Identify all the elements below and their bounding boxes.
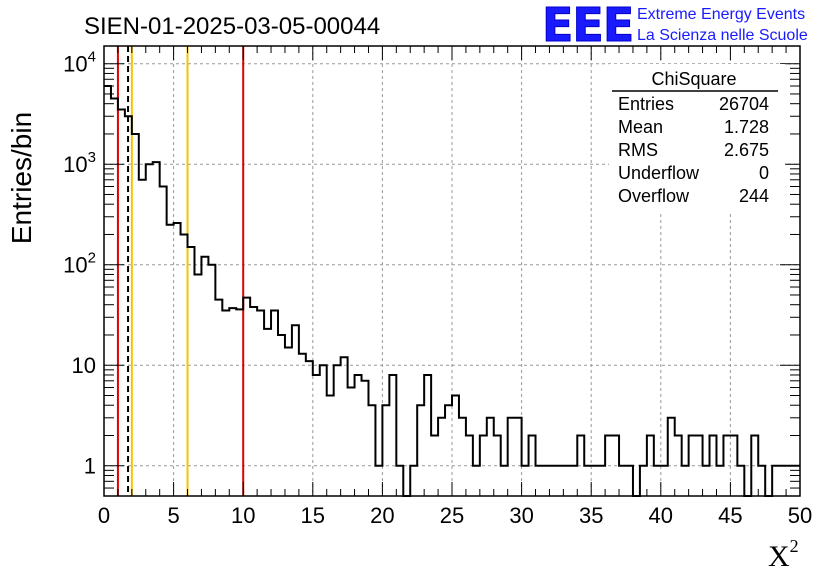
- x-axis-title-base: X: [768, 540, 790, 572]
- stats-row-label: Overflow: [618, 186, 690, 206]
- y-axis-ticks: 1 10 102 103 104: [63, 49, 800, 497]
- y-axis-title: Entries/bin: [6, 112, 37, 244]
- x-tick-label: 45: [718, 503, 742, 528]
- y-tick-label: 1: [84, 454, 96, 479]
- x-axis-title-exponent: 2: [790, 536, 799, 556]
- y-tick-label: 104: [63, 49, 96, 77]
- eee-logo: EEE Extreme Energy Events La Scienza nel…: [542, 0, 808, 53]
- x-tick-label: 30: [509, 503, 533, 528]
- x-tick-label: 5: [167, 503, 179, 528]
- histogram-outline: [104, 84, 800, 497]
- stats-row-label: RMS: [618, 140, 658, 160]
- stats-row-label: Entries: [618, 94, 674, 114]
- x-tick-label: 25: [440, 503, 464, 528]
- stats-row-value: 2.675: [724, 140, 769, 160]
- stats-title: ChiSquare: [651, 69, 736, 89]
- stats-row-value: 1.728: [724, 117, 769, 137]
- chart-title: SIEN-01-2025-03-05-00044: [84, 13, 380, 40]
- stats-box: ChiSquare Entries 26704 Mean 1.728 RMS 2.675 U…: [609, 64, 785, 214]
- x-tick-label: 35: [579, 503, 603, 528]
- stats-row-label: Underflow: [618, 163, 700, 183]
- x-tick-label: 10: [231, 503, 255, 528]
- x-axis-ticks: 0 5 10 15 20 25 30 35 40 45 50: [98, 46, 812, 528]
- x-tick-label: 50: [788, 503, 812, 528]
- x-tick-label: 20: [370, 503, 394, 528]
- y-tick-label: 10: [72, 353, 96, 378]
- stats-row-label: Mean: [618, 117, 663, 137]
- x-tick-label: 40: [649, 503, 673, 528]
- eee-logo-line1: Extreme Energy Events: [637, 6, 805, 23]
- eee-logo-mark: EEE: [542, 0, 633, 52]
- x-tick-label: 0: [98, 503, 110, 528]
- stats-box-background: [609, 64, 785, 214]
- reference-lines: [116, 46, 245, 496]
- y-tick-label: 103: [63, 149, 96, 177]
- x-tick-label: 15: [301, 503, 325, 528]
- grid-lines: [104, 46, 800, 496]
- stats-row-value: 26704: [719, 94, 769, 114]
- y-tick-label: 102: [63, 250, 96, 278]
- x-axis-title: X2: [768, 536, 799, 572]
- stats-row-value: 244: [739, 186, 769, 206]
- eee-logo-line2: La Scienza nelle Scuole: [637, 27, 808, 44]
- stats-row-value: 0: [759, 163, 769, 183]
- stats-rows: Entries 26704 Mean 1.728 RMS 2.675 Underflow 0 O…: [618, 94, 769, 206]
